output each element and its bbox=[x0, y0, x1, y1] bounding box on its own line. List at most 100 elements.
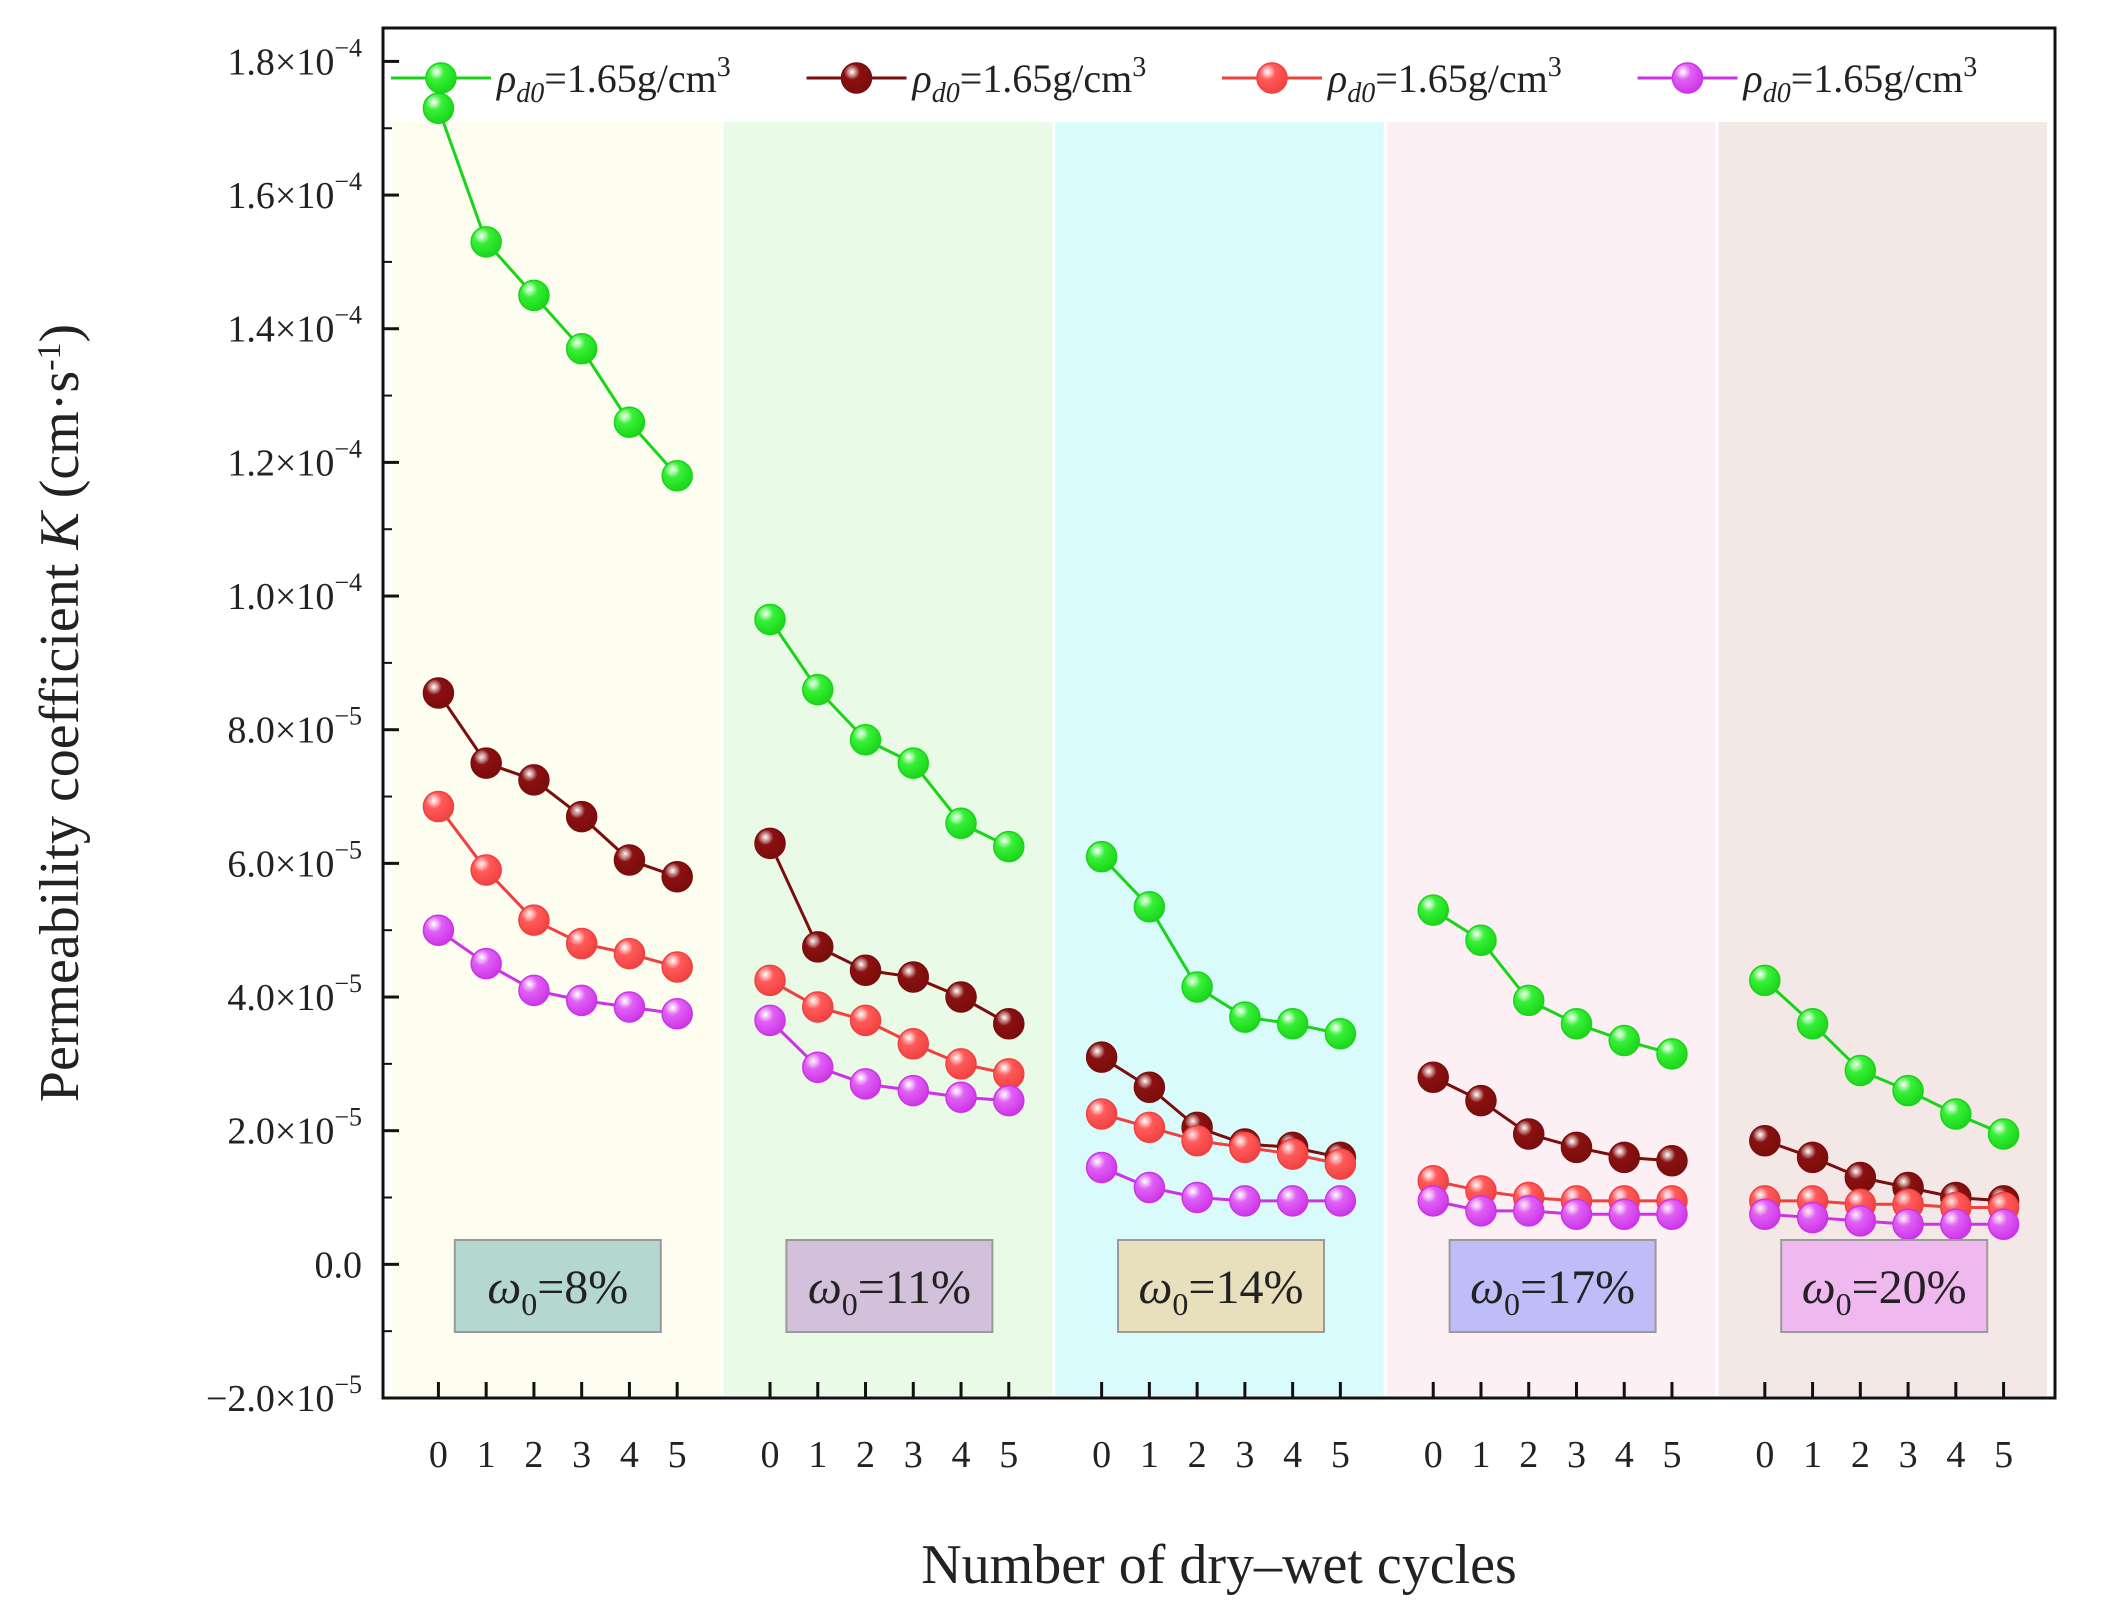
data-point bbox=[993, 830, 1025, 863]
data-point bbox=[1085, 1098, 1118, 1130]
group-label-sub: 0 bbox=[1836, 1286, 1852, 1322]
data-point bbox=[802, 991, 834, 1023]
x-tick-label: 4 bbox=[1946, 1434, 1965, 1476]
data-point bbox=[613, 937, 646, 970]
data-point bbox=[897, 961, 930, 993]
y-tick-label: −2.0×10−5 bbox=[206, 1370, 362, 1420]
legend-label: ρd0=1.65g/cm3 bbox=[1742, 52, 1978, 109]
data-point bbox=[1085, 1151, 1118, 1184]
legend: ρd0=1.65g/cm3 ρd0=1.65g/cm3 ρd0=1.65g/cm3 ρ… bbox=[391, 52, 1977, 109]
data-point bbox=[1324, 1148, 1357, 1180]
data-point bbox=[897, 1074, 930, 1107]
data-point bbox=[1512, 1195, 1545, 1227]
data-point bbox=[1276, 1008, 1309, 1040]
x-tick-label: 2 bbox=[1851, 1434, 1870, 1476]
data-point bbox=[1796, 1201, 1829, 1234]
data-point bbox=[565, 984, 598, 1017]
legend-sub: d0 bbox=[516, 78, 544, 109]
data-point bbox=[1417, 1061, 1449, 1093]
y-axis-title: Permeability coefficient K (cm·s-1) bbox=[29, 324, 91, 1102]
data-point bbox=[802, 1051, 834, 1083]
legend-symbol: ρ bbox=[1326, 56, 1347, 101]
data-point bbox=[1796, 1141, 1829, 1174]
data-point bbox=[1085, 840, 1118, 873]
data-point bbox=[1844, 1054, 1877, 1087]
data-point bbox=[1892, 1074, 1924, 1107]
data-point bbox=[1133, 1171, 1166, 1204]
data-point bbox=[565, 333, 598, 365]
data-point bbox=[754, 603, 786, 636]
data-point bbox=[470, 747, 502, 779]
legend-symbol: ρ bbox=[1742, 56, 1763, 101]
legend-marker bbox=[425, 62, 457, 94]
legend-exp: 3 bbox=[717, 52, 731, 83]
data-point bbox=[1844, 1161, 1877, 1194]
group-label-value: =17% bbox=[1520, 1261, 1635, 1314]
group-label-value: =11% bbox=[858, 1261, 971, 1314]
data-point bbox=[661, 997, 693, 1030]
y-tick-mantissa: −2.0×10 bbox=[206, 1378, 334, 1420]
y-tick-exponent: −5 bbox=[334, 969, 362, 998]
data-point bbox=[802, 673, 834, 706]
data-point bbox=[1181, 1124, 1213, 1157]
data-point bbox=[470, 226, 502, 258]
data-point bbox=[1987, 1118, 2020, 1150]
y-tick-exponent: −4 bbox=[334, 568, 362, 597]
y-tick-exponent: −4 bbox=[334, 301, 362, 330]
axis-ticks bbox=[383, 59, 2006, 1400]
data-point bbox=[993, 1008, 1025, 1040]
data-point bbox=[1844, 1205, 1877, 1237]
data-point bbox=[1749, 1124, 1781, 1157]
y-tick-mantissa: 1.8×10 bbox=[227, 41, 334, 83]
data-point bbox=[1512, 984, 1545, 1017]
x-tick-label: 2 bbox=[1519, 1434, 1538, 1476]
y-tick-mantissa: 1.0×10 bbox=[227, 576, 334, 618]
y-tick-label: 1.0×10−4 bbox=[227, 568, 362, 618]
y-tick-exponent: −5 bbox=[334, 702, 362, 731]
x-tick-label: 3 bbox=[1899, 1434, 1918, 1476]
data-point bbox=[1417, 1185, 1449, 1217]
data-point bbox=[518, 764, 550, 796]
data-point bbox=[754, 827, 786, 860]
group-label: ω0=17% bbox=[1470, 1261, 1635, 1322]
legend-symbol: ρ bbox=[495, 56, 516, 101]
data-point bbox=[613, 844, 646, 876]
data-point bbox=[1133, 1071, 1166, 1103]
group-background bbox=[392, 122, 721, 1396]
x-axis-title: Number of dry–wet cycles bbox=[921, 1534, 1517, 1596]
x-tick-label: 2 bbox=[524, 1434, 543, 1476]
x-tick-label: 4 bbox=[1615, 1434, 1634, 1476]
x-tick-label: 0 bbox=[761, 1434, 780, 1476]
group-label-sub: 0 bbox=[521, 1286, 537, 1322]
y-axis-title-close: ) bbox=[29, 324, 91, 343]
data-point bbox=[1133, 891, 1166, 923]
data-point bbox=[945, 1048, 977, 1080]
data-point bbox=[613, 406, 646, 439]
data-point bbox=[945, 1081, 977, 1114]
data-point bbox=[945, 981, 977, 1013]
data-point bbox=[1465, 1195, 1497, 1227]
x-tick-label: 0 bbox=[429, 1434, 448, 1476]
data-point bbox=[1749, 964, 1781, 997]
y-tick-exponent: −5 bbox=[334, 1103, 362, 1132]
data-point bbox=[518, 904, 550, 936]
data-point bbox=[1560, 1198, 1593, 1230]
y-axis-title-unit-exp: -1 bbox=[31, 342, 68, 370]
y-tick-label: 2.0×10−5 bbox=[227, 1103, 362, 1153]
data-point bbox=[993, 1084, 1025, 1117]
data-point bbox=[849, 1068, 882, 1100]
data-point bbox=[849, 1004, 882, 1037]
x-tick-label: 2 bbox=[856, 1434, 875, 1476]
x-tick-label: 3 bbox=[904, 1434, 923, 1476]
data-point bbox=[1796, 1008, 1829, 1040]
y-tick-exponent: −4 bbox=[334, 434, 362, 463]
group-label-sub: 0 bbox=[1504, 1286, 1520, 1322]
legend-exp: 3 bbox=[1132, 52, 1146, 83]
data-point bbox=[1940, 1208, 1972, 1240]
data-point bbox=[613, 991, 646, 1023]
group-label-box bbox=[453, 1239, 662, 1333]
data-point bbox=[1512, 1118, 1545, 1150]
data-point bbox=[661, 951, 693, 983]
data-point bbox=[1229, 1001, 1261, 1033]
